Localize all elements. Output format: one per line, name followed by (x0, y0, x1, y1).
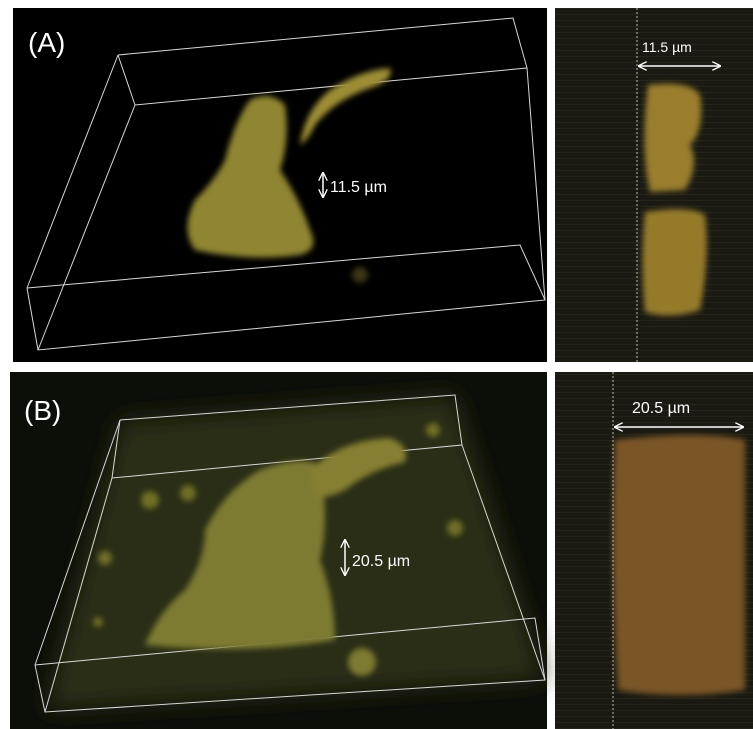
panel-a-side: 11.5 µm (555, 8, 753, 362)
thickness-label: 11.5 µm (642, 39, 692, 55)
panel-b-main: (B) 20.5 µm (10, 372, 547, 729)
thickness-label: 20.5 µm (352, 553, 410, 570)
panel-label: (B) (24, 395, 61, 426)
panel-label: (A) (28, 27, 65, 58)
panel-a-main: (A) 11.5 µm (13, 8, 547, 362)
panel-b-side: 20.5 µm (555, 372, 753, 729)
figure: (A) 11.5 µm 11.5 µm (0, 0, 753, 729)
thickness-label: 11.5 µm (330, 179, 387, 196)
cross-section (613, 435, 745, 695)
thickness-label: 20.5 µm (632, 400, 690, 417)
